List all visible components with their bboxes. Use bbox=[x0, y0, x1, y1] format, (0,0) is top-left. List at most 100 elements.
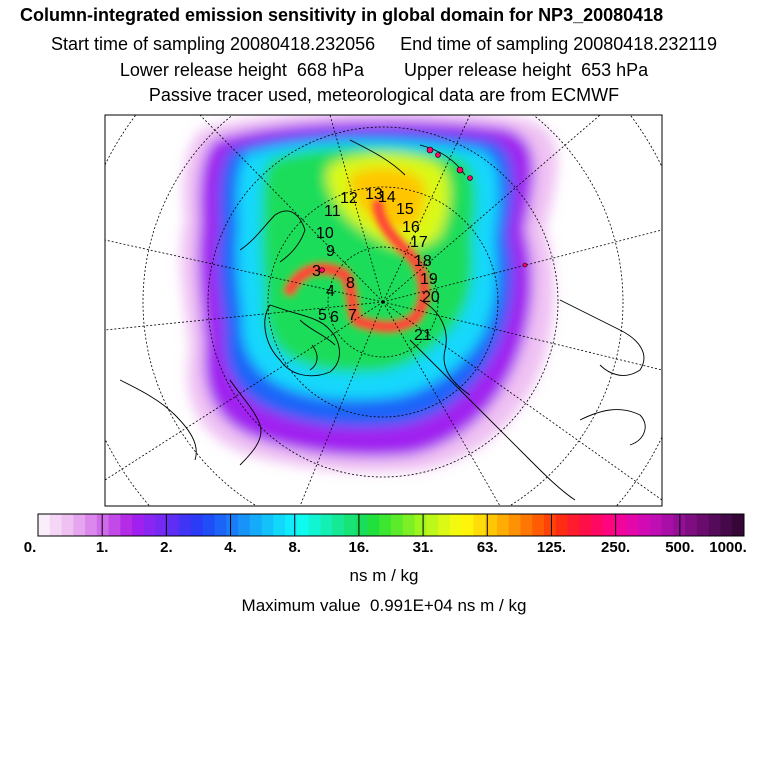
track-label: 20 bbox=[422, 289, 440, 306]
colorbar-cell bbox=[461, 514, 474, 536]
colorbar-cell bbox=[379, 514, 392, 536]
track-label: 12 bbox=[340, 190, 358, 207]
colorbar-tick-label: 16. bbox=[348, 539, 370, 556]
colorbar-cell bbox=[249, 514, 263, 536]
colorbar-tick-label: 8. bbox=[288, 539, 301, 556]
colorbar-cell bbox=[261, 514, 274, 536]
graticule bbox=[105, 115, 662, 506]
colorbar-cell bbox=[61, 514, 74, 536]
track-label: 5 bbox=[318, 307, 327, 324]
track-label: 3 bbox=[312, 263, 321, 280]
colorbar-cell bbox=[214, 514, 227, 536]
tracer-info-line: Passive tracer used, meteorological data… bbox=[148, 85, 620, 105]
track-label: 4 bbox=[326, 283, 335, 300]
colorbar-cell bbox=[649, 514, 663, 536]
colorbar-cell bbox=[449, 514, 463, 536]
colorbar-cell bbox=[367, 514, 380, 536]
colorbar-cell bbox=[320, 514, 333, 536]
colorbar-cell bbox=[732, 514, 745, 536]
plot-title: Column-integrated emission sensitivity i… bbox=[20, 5, 664, 25]
colorbar-cell bbox=[238, 514, 251, 536]
colorbar-cell bbox=[638, 514, 651, 536]
sampling-time-line: Start time of sampling 20080418.232056 E… bbox=[50, 34, 718, 54]
colorbar-cell bbox=[496, 514, 510, 536]
colorbar-cell bbox=[543, 514, 557, 536]
colorbar-cell bbox=[96, 514, 110, 536]
colorbar-cell bbox=[155, 514, 168, 536]
colorbar-cell bbox=[591, 514, 604, 536]
colorbar-cell bbox=[391, 514, 404, 536]
colorbar-cell bbox=[473, 514, 486, 536]
colorbar-cell bbox=[602, 514, 616, 536]
colorbar-cell bbox=[402, 514, 416, 536]
colorbar-cell bbox=[120, 514, 133, 536]
track-label: 13 bbox=[365, 186, 383, 203]
sensitivity-field bbox=[105, 115, 662, 506]
colorbar-cell bbox=[579, 514, 592, 536]
colorbar-cell bbox=[226, 514, 239, 536]
release-height-line: Lower release height 668 hPa Upper relea… bbox=[119, 60, 649, 80]
map-frame bbox=[104, 114, 663, 507]
track-label: 9 bbox=[326, 243, 335, 260]
colorbar-tick-label: 1000. bbox=[709, 539, 747, 556]
colorbar-cell bbox=[202, 514, 215, 536]
colorbar-cell bbox=[190, 514, 204, 536]
track-label: 17 bbox=[410, 234, 428, 251]
track-label: 16 bbox=[402, 219, 420, 236]
colorbar-tick-label: 63. bbox=[476, 539, 498, 556]
colorbar-cell bbox=[626, 514, 639, 536]
colorbar-tick-label: 500. bbox=[665, 539, 695, 556]
hotspots bbox=[319, 146, 528, 273]
colorbar-cell bbox=[355, 514, 368, 536]
colorbar-cell bbox=[696, 514, 710, 536]
track-label: 7 bbox=[348, 307, 357, 324]
colorbar-cell bbox=[614, 514, 627, 536]
colorbar-cell bbox=[296, 514, 310, 536]
colorbar-cell bbox=[426, 514, 439, 536]
colorbar-cell bbox=[414, 514, 427, 536]
colorbar-cell bbox=[438, 514, 451, 536]
track-label: 10 bbox=[316, 225, 334, 242]
colorbar-tick-label: 31. bbox=[412, 539, 434, 556]
colorbar-tick-label: 2. bbox=[160, 539, 173, 556]
colorbar-tick-label: 4. bbox=[224, 539, 237, 556]
colorbar-cell bbox=[273, 514, 286, 536]
track-label: 15 bbox=[396, 201, 414, 218]
colorbar-cell bbox=[38, 514, 51, 536]
colorbar-units: ns m / kg bbox=[349, 566, 419, 585]
coastlines bbox=[119, 139, 646, 501]
track-label: 19 bbox=[420, 271, 438, 288]
track-label: 18 bbox=[414, 253, 432, 270]
colorbar-cell bbox=[167, 514, 180, 536]
colorbar-cell bbox=[179, 514, 192, 536]
colorbar-tick-label: 0. bbox=[23, 539, 37, 556]
colorbar-cell bbox=[520, 514, 533, 536]
colorbar-tick-label: 250. bbox=[601, 539, 631, 556]
colorbar-cell bbox=[308, 514, 321, 536]
colorbar-tick-label: 125. bbox=[536, 539, 567, 556]
maximum-value-text: Maximum value 0.991E+04 ns m / kg bbox=[241, 596, 527, 615]
track-label: 21 bbox=[414, 327, 432, 344]
colorbar-cell bbox=[108, 514, 121, 536]
colorbar-cell bbox=[132, 514, 145, 536]
colorbar-cell bbox=[661, 514, 674, 536]
colorbar-tick-label: 1. bbox=[95, 539, 109, 556]
colorbar-cell bbox=[532, 514, 545, 536]
colorbar-cell bbox=[708, 514, 721, 536]
track-label: 6 bbox=[330, 309, 339, 326]
colorbar-cell bbox=[720, 514, 733, 536]
colorbar-cell bbox=[685, 514, 698, 536]
colorbar-cell bbox=[332, 514, 345, 536]
colorbar-cell bbox=[508, 514, 521, 536]
colorbar-cell bbox=[285, 514, 298, 536]
colorbar-cell bbox=[485, 514, 498, 536]
colorbar-cell bbox=[73, 514, 86, 536]
colorbar-cell bbox=[49, 514, 63, 536]
colorbar-cell bbox=[555, 514, 568, 536]
track-label: 14 bbox=[378, 189, 396, 206]
colorbar-cell bbox=[567, 514, 580, 536]
track-label: 11 bbox=[324, 203, 341, 220]
